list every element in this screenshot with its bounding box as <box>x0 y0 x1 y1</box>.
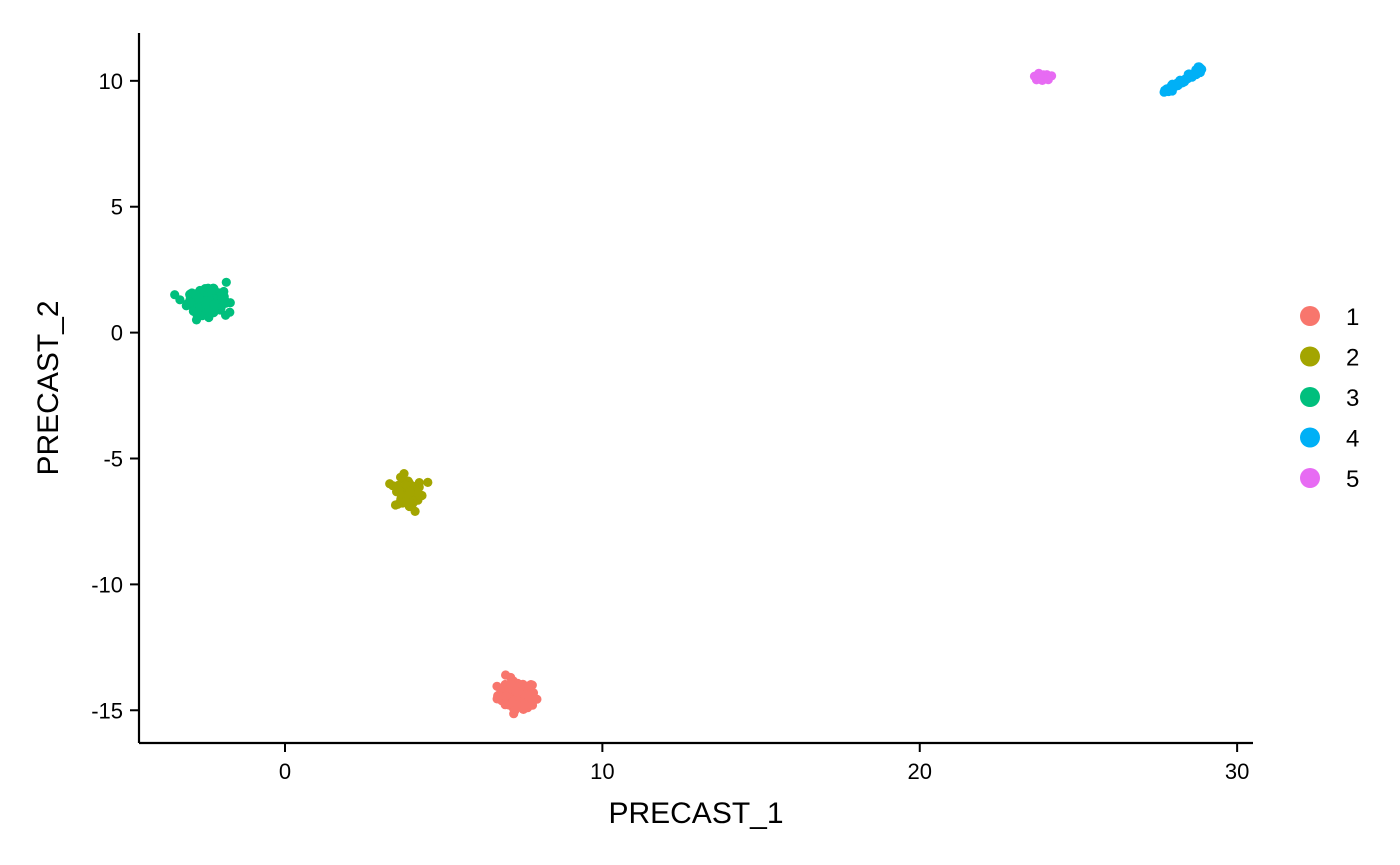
y-tick-label: -5 <box>103 446 123 471</box>
point-cluster-3 <box>175 295 185 305</box>
axes-layer <box>137 33 1253 745</box>
point-cluster-3 <box>221 310 231 320</box>
legend-key-3 <box>1300 387 1320 407</box>
point-cluster-1 <box>520 681 530 691</box>
y-axis-title: PRECAST_2 <box>32 300 65 475</box>
point-cluster-1 <box>493 693 503 703</box>
legend-label-2: 2 <box>1346 345 1359 372</box>
point-cluster-1 <box>510 705 520 715</box>
point-cluster-5 <box>1043 75 1053 85</box>
point-cluster-4 <box>1172 78 1182 88</box>
point-cluster-5 <box>1034 68 1044 78</box>
point-cluster-4 <box>1181 74 1191 84</box>
point-cluster-3 <box>188 306 198 316</box>
point-cluster-1 <box>492 681 502 691</box>
point-cluster-1 <box>510 686 521 696</box>
y-tick-label: 5 <box>111 195 123 220</box>
point-cluster-3 <box>206 285 216 295</box>
legend-label-4: 4 <box>1346 426 1359 453</box>
y-tick-label: 0 <box>111 321 123 346</box>
point-cluster-3 <box>194 293 204 303</box>
x-axis-title: PRECAST_1 <box>608 797 783 830</box>
point-cluster-2 <box>399 469 409 479</box>
x-tick-label: 10 <box>590 759 614 784</box>
legend-label-5: 5 <box>1346 466 1359 493</box>
y-tick-label: 10 <box>99 69 123 94</box>
legend-key-5 <box>1300 468 1320 488</box>
point-cluster-3 <box>220 295 230 305</box>
y-tick-label: -10 <box>91 572 123 597</box>
point-cluster-2 <box>412 487 422 497</box>
point-cluster-2 <box>397 498 407 508</box>
point-cluster-1 <box>501 691 511 702</box>
legend-label-1: 1 <box>1346 304 1359 331</box>
point-cluster-1 <box>519 699 530 710</box>
point-cluster-2 <box>385 479 395 489</box>
legend: 1 2 3 4 5 <box>1300 304 1359 493</box>
point-cluster-1 <box>527 700 538 710</box>
point-cluster-3 <box>204 312 214 323</box>
point-cluster-1 <box>501 670 511 680</box>
point-cluster-2 <box>423 477 433 487</box>
point-cluster-1 <box>523 691 533 701</box>
points-layer <box>170 62 1207 719</box>
point-cluster-4 <box>1159 87 1169 97</box>
point-cluster-3 <box>185 297 195 307</box>
legend-label-3: 3 <box>1346 385 1359 412</box>
y-tick-label: -15 <box>91 698 123 723</box>
point-cluster-2 <box>405 487 415 497</box>
x-tick-label: 20 <box>908 759 932 784</box>
x-tick-label: 30 <box>1225 759 1249 784</box>
point-cluster-3 <box>209 299 219 309</box>
point-cluster-3 <box>221 277 231 287</box>
legend-key-1 <box>1300 306 1320 326</box>
x-tick-label: 0 <box>279 759 291 784</box>
point-cluster-4 <box>1196 63 1206 73</box>
point-cluster-3 <box>202 296 212 306</box>
legend-key-4 <box>1300 427 1320 448</box>
point-cluster-2 <box>410 506 420 516</box>
ticks-layer: 0 10 20 30 -15 -10 -5 0 5 10 <box>91 69 1249 784</box>
legend-key-2 <box>1300 346 1320 367</box>
